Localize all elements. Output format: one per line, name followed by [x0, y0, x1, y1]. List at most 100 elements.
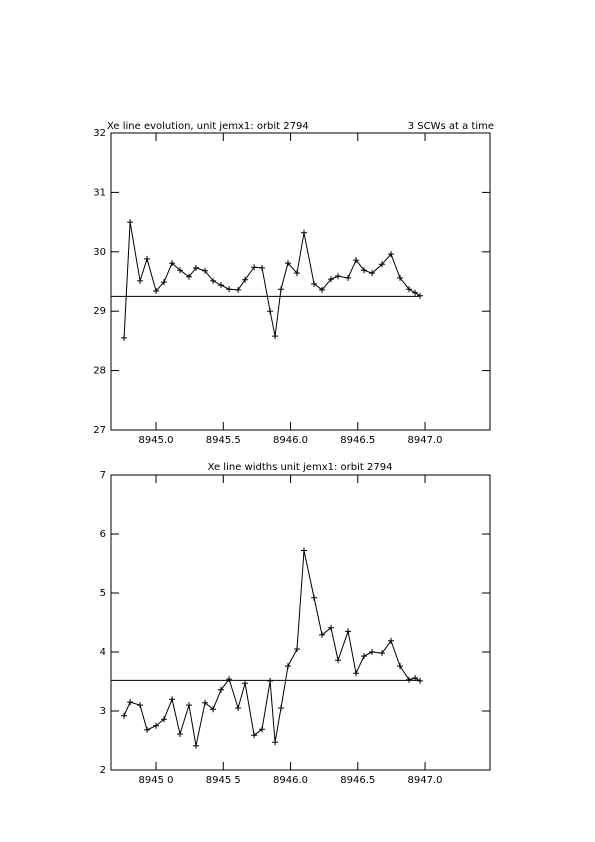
data-marker	[406, 676, 413, 683]
data-marker	[335, 273, 342, 280]
data-marker	[300, 229, 307, 236]
y-tick-label: 29	[93, 306, 106, 317]
data-marker	[251, 264, 258, 271]
data-marker	[121, 712, 128, 719]
data-marker	[345, 274, 352, 281]
data-marker	[169, 260, 176, 267]
data-marker	[210, 277, 217, 284]
data-marker	[267, 677, 274, 684]
chart-title: Xe line evolution, unit jemx1: orbit 279…	[107, 121, 309, 132]
data-marker	[277, 705, 284, 712]
data-marker	[192, 742, 199, 749]
data-marker	[417, 677, 424, 684]
data-marker	[186, 702, 193, 709]
data-marker	[369, 270, 376, 277]
data-marker	[160, 716, 167, 723]
data-marker	[277, 286, 284, 293]
y-tick-label: 7	[100, 470, 106, 481]
data-marker	[319, 286, 326, 293]
data-marker	[379, 650, 386, 657]
data-marker	[294, 646, 301, 653]
x-tick-label: 8945 0	[139, 775, 174, 786]
data-marker	[360, 267, 367, 274]
y-tick-label: 5	[100, 588, 106, 599]
y-tick-label: 32	[93, 128, 106, 139]
data-marker	[272, 333, 279, 340]
data-marker	[300, 547, 307, 554]
data-marker	[192, 264, 199, 271]
data-line	[123, 550, 421, 746]
data-marker	[412, 289, 419, 296]
data-marker	[388, 637, 395, 644]
data-marker	[259, 264, 266, 271]
x-tick-label: 8945.5	[206, 435, 241, 446]
y-tick-label: 28	[93, 366, 106, 377]
data-marker	[242, 680, 249, 687]
data-marker	[412, 674, 419, 681]
y-tick-label: 2	[100, 765, 106, 776]
data-marker	[218, 282, 225, 289]
data-marker	[319, 631, 326, 638]
data-marker	[284, 663, 291, 670]
data-marker	[202, 267, 209, 274]
data-marker	[127, 219, 134, 226]
data-marker	[186, 273, 193, 280]
y-tick-label: 3	[100, 706, 106, 717]
data-marker	[397, 274, 404, 281]
data-marker	[388, 251, 395, 258]
data-marker	[176, 267, 183, 274]
data-marker	[144, 726, 151, 733]
data-marker	[127, 699, 134, 706]
data-marker	[311, 280, 318, 287]
x-tick-label: 8946.5	[340, 775, 375, 786]
data-marker	[353, 257, 360, 264]
data-marker	[176, 731, 183, 738]
data-marker	[353, 670, 360, 677]
data-marker	[153, 722, 160, 729]
data-marker	[311, 594, 318, 601]
x-tick-label: 8947.0	[408, 435, 443, 446]
data-marker	[242, 276, 249, 283]
data-marker	[267, 308, 274, 315]
y-tick-label: 6	[100, 529, 106, 540]
plot-frame	[110, 132, 491, 431]
data-marker	[406, 286, 413, 293]
data-marker	[235, 705, 242, 712]
data-marker	[369, 649, 376, 655]
data-marker	[294, 270, 301, 277]
data-marker	[160, 279, 167, 286]
data-marker	[335, 657, 342, 664]
chart-subtitle: 3 SCWs at a time	[408, 121, 494, 132]
x-tick-label: 8945.0	[139, 435, 174, 446]
y-tick-label: 31	[93, 187, 106, 198]
data-marker	[137, 702, 144, 709]
data-marker	[272, 739, 279, 746]
data-marker	[226, 286, 233, 293]
data-marker	[360, 653, 367, 660]
plot-frame	[110, 474, 491, 771]
x-tick-label: 8947.0	[408, 775, 443, 786]
data-marker	[284, 260, 291, 267]
data-marker	[259, 726, 266, 733]
data-marker	[379, 261, 386, 268]
x-tick-label: 8946.0	[273, 435, 308, 446]
data-marker	[345, 628, 352, 635]
data-marker	[251, 732, 258, 739]
x-tick-label: 8946.5	[340, 435, 375, 446]
x-tick-label: 8946.0	[273, 775, 308, 786]
data-marker	[121, 334, 128, 341]
y-tick-label: 27	[93, 425, 106, 436]
data-marker	[235, 286, 242, 293]
data-marker	[417, 292, 424, 299]
x-tick-label: 8945 5	[206, 775, 241, 786]
data-marker	[328, 276, 335, 283]
data-marker	[328, 624, 335, 631]
data-marker	[218, 686, 225, 693]
y-tick-label: 30	[93, 247, 106, 258]
data-marker	[397, 663, 404, 670]
data-marker	[153, 288, 160, 295]
data-marker	[137, 277, 144, 284]
chart-title: Xe line widths unit jemx1: orbit 2794	[208, 462, 393, 473]
